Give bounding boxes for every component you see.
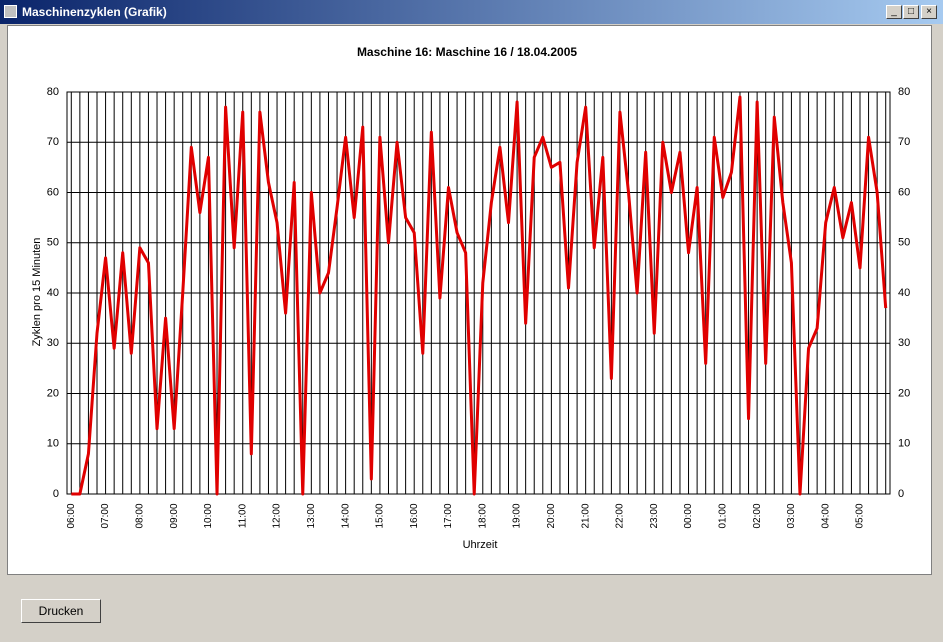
x-tick-label: 07:00	[100, 503, 111, 528]
y2-tick-label: 50	[898, 237, 910, 249]
x-tick-label: 03:00	[786, 503, 797, 528]
x-tick-label: 14:00	[340, 503, 351, 528]
y-tick-label: 0	[53, 488, 59, 500]
y-tick-label: 60	[47, 186, 59, 198]
x-tick-label: 22:00	[615, 503, 626, 528]
x-tick-label: 06:00	[66, 503, 77, 528]
x-tick-label: 21:00	[580, 503, 591, 528]
y2-tick-label: 10	[898, 438, 910, 450]
window-icon	[4, 5, 17, 18]
x-axis-label: Uhrzeit	[463, 539, 498, 551]
y-tick-label: 50	[47, 237, 59, 249]
minimize-button[interactable]: _	[886, 5, 902, 19]
chart-title: Maschine 16: Maschine 16 / 18.04.2005	[357, 45, 577, 59]
x-tick-label: 20:00	[546, 503, 557, 528]
title-bar: Maschinenzyklen (Grafik) _ □ ×	[0, 0, 943, 24]
x-tick-label: 09:00	[169, 503, 180, 528]
plot-border	[66, 91, 891, 495]
x-tick-label: 04:00	[820, 503, 831, 528]
x-tick-label: 23:00	[649, 503, 660, 528]
x-tick-label: 02:00	[752, 503, 763, 528]
y-tick-label: 10	[47, 438, 59, 450]
y-tick-label: 80	[47, 86, 59, 98]
x-tick-label: 15:00	[375, 503, 386, 528]
y-tick-label: 40	[47, 287, 59, 299]
y2-tick-label: 20	[898, 387, 910, 399]
y2-tick-label: 80	[898, 86, 910, 98]
x-tick-label: 16:00	[409, 503, 420, 528]
y2-tick-label: 30	[898, 337, 910, 349]
x-tick-label: 13:00	[306, 503, 317, 528]
x-tick-label: 08:00	[135, 503, 146, 528]
close-button[interactable]: ×	[921, 5, 937, 19]
x-tick-label: 17:00	[443, 503, 454, 528]
print-button[interactable]: Drucken	[21, 599, 101, 623]
x-tick-label: 12:00	[272, 503, 283, 528]
chart-frame	[7, 25, 932, 575]
y-tick-label: 30	[47, 337, 59, 349]
y2-tick-label: 60	[898, 186, 910, 198]
y2-tick-label: 70	[898, 136, 910, 148]
y2-tick-label: 40	[898, 287, 910, 299]
data-line	[71, 95, 888, 496]
window-title: Maschinenzyklen (Grafik)	[22, 5, 167, 19]
x-tick-label: 19:00	[512, 503, 523, 528]
x-tick-label: 18:00	[477, 503, 488, 528]
x-tick-label: 00:00	[683, 503, 694, 528]
x-tick-label: 05:00	[855, 503, 866, 528]
y-tick-label: 20	[47, 387, 59, 399]
x-tick-label: 11:00	[237, 503, 248, 528]
maximize-button[interactable]: □	[903, 5, 919, 19]
y2-tick-label: 0	[898, 488, 904, 500]
x-tick-label: 10:00	[203, 503, 214, 528]
y-tick-label: 70	[47, 136, 59, 148]
y-axis-label: Zyklen pro 15 Minuten	[31, 238, 43, 347]
x-tick-label: 01:00	[717, 503, 728, 528]
